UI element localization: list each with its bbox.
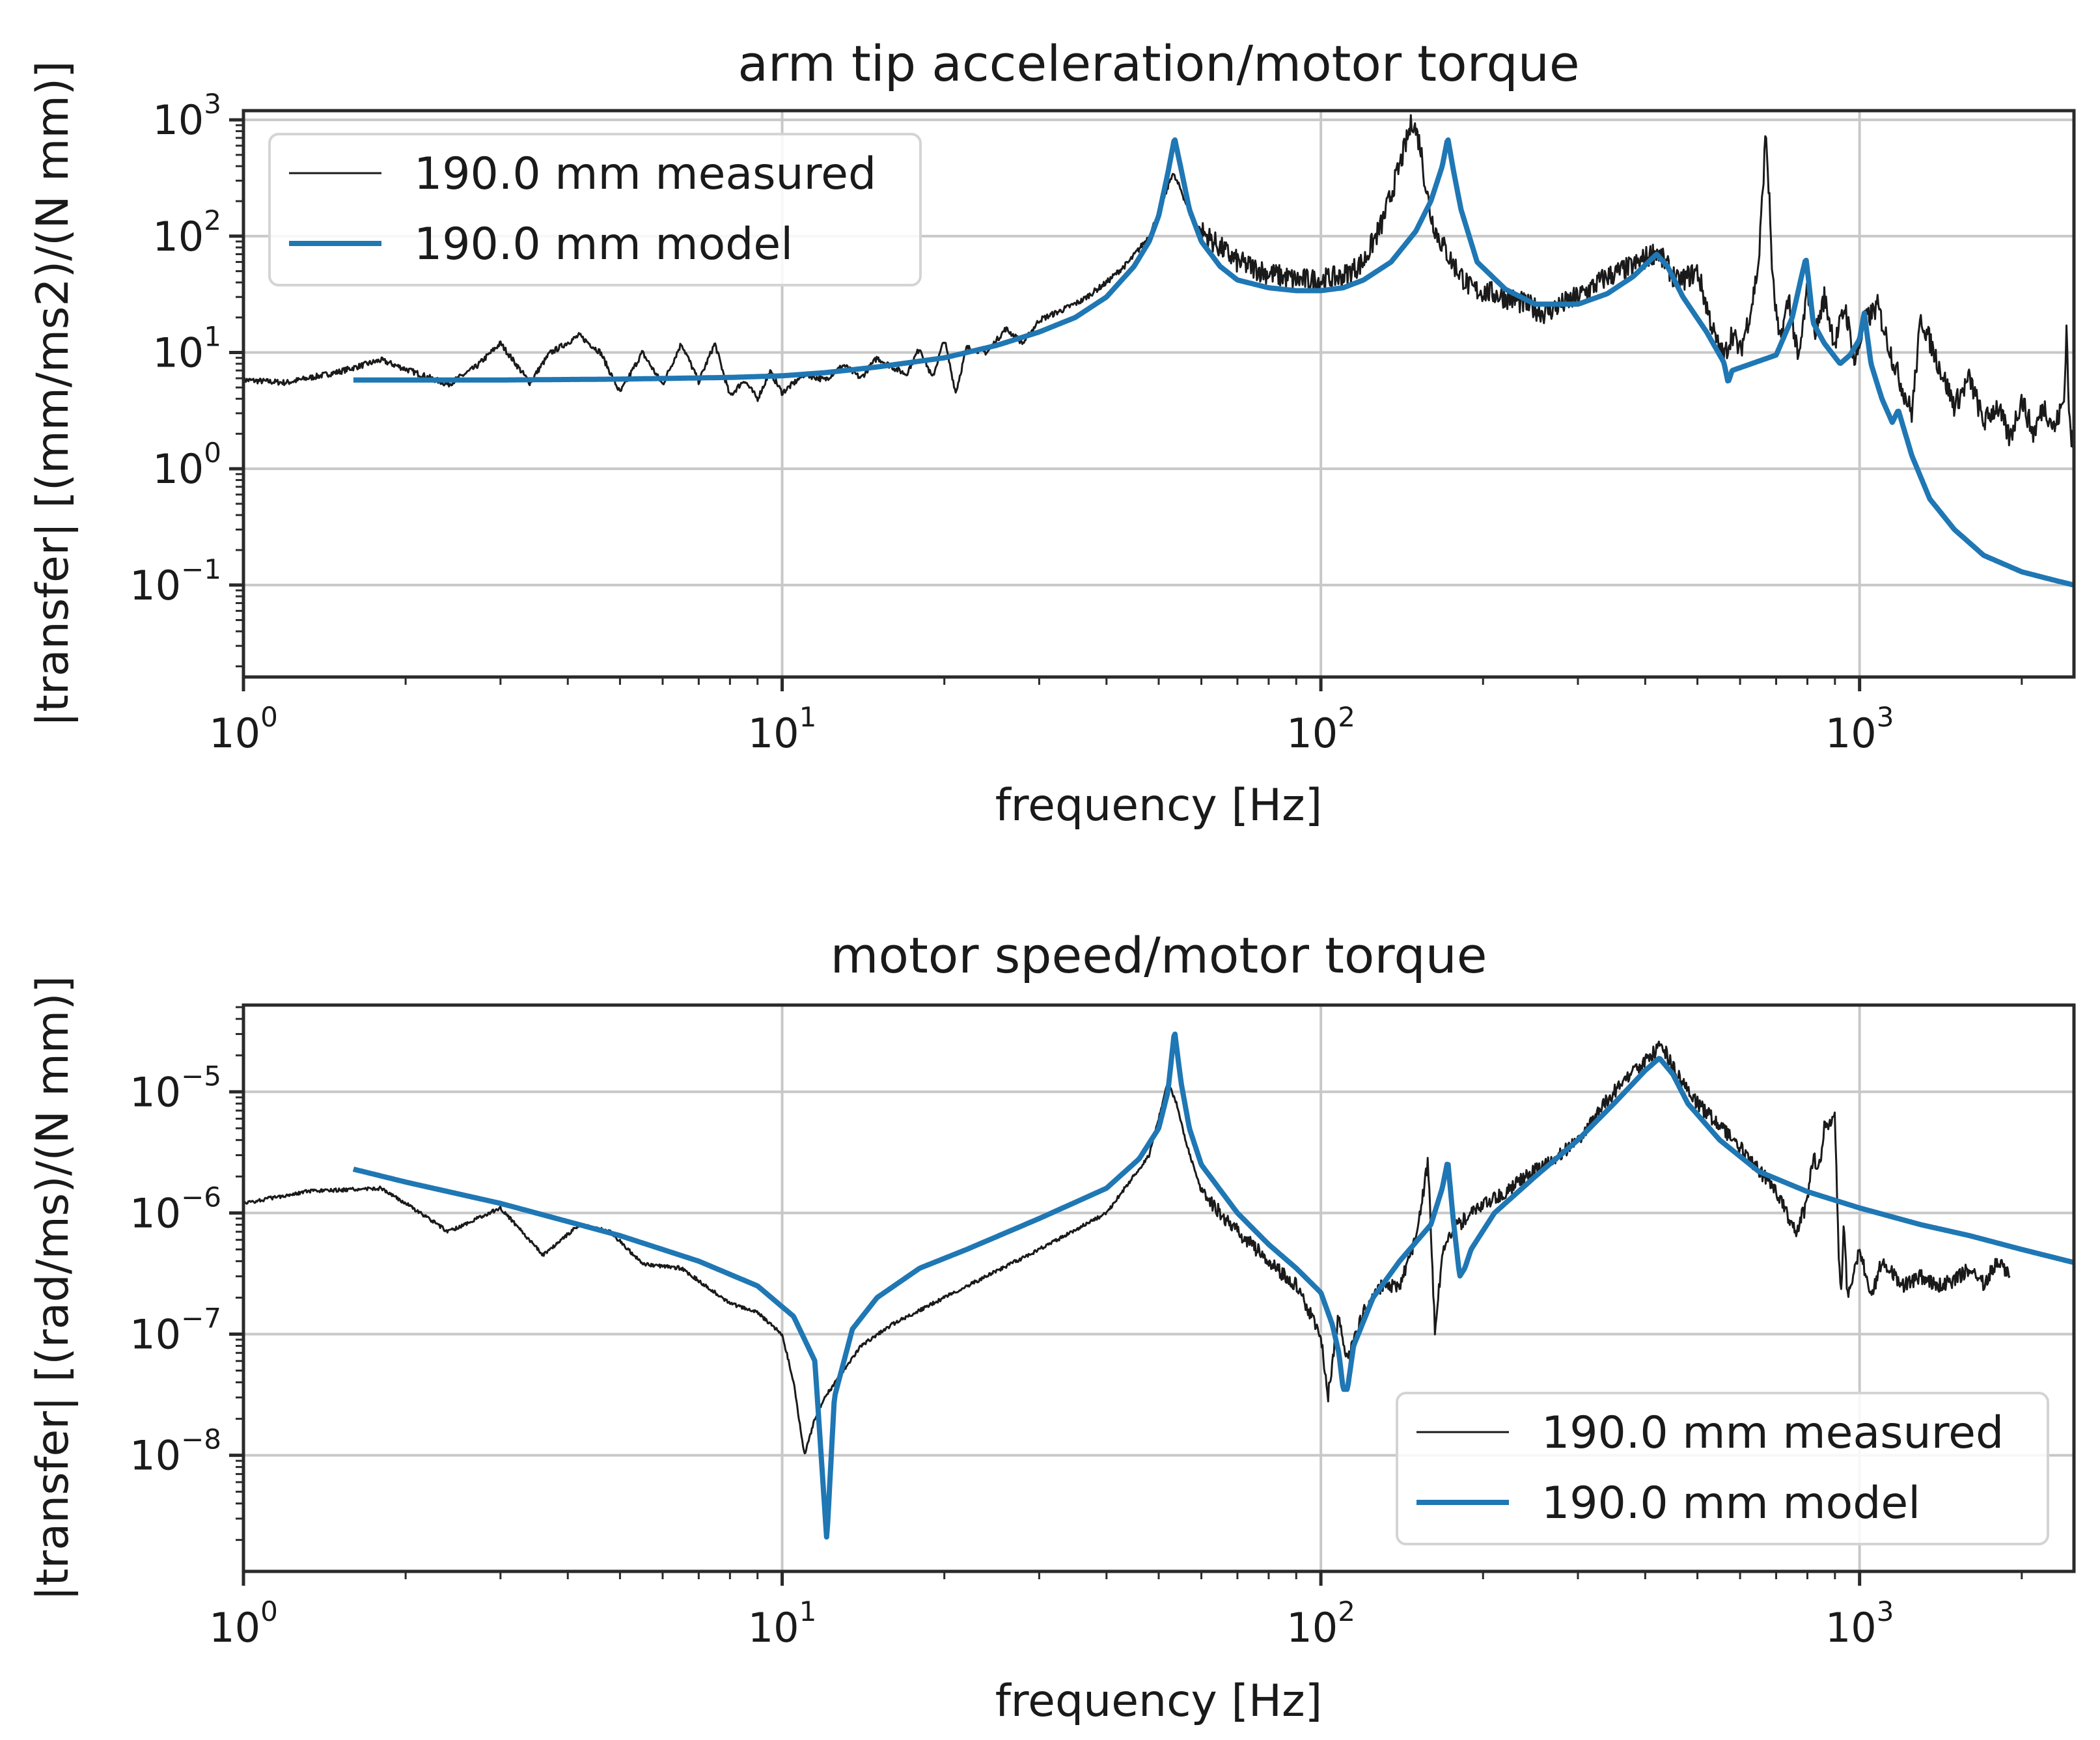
y-tick-label: 10−5: [130, 1060, 221, 1116]
x-tick-label: 101: [748, 701, 817, 757]
chart-title: motor speed/motor torque: [830, 926, 1487, 984]
legend: 190.0 mm measured 190.0 mm model: [1396, 1392, 2049, 1545]
x-tick-label: 100: [209, 1595, 278, 1651]
x-tick-label: 100: [209, 701, 278, 757]
series-model-line: [352, 1031, 2074, 1540]
series-model-line: [352, 137, 2074, 588]
legend-label-measured: 190.0 mm measured: [1541, 1407, 2004, 1459]
legend-label-measured: 190.0 mm measured: [414, 148, 876, 200]
plot-area: [243, 114, 2074, 588]
x-axis: 100 101 102 103: [209, 677, 2023, 757]
legend-label-model: 190.0 mm model: [1541, 1478, 1920, 1529]
chart-arm-tip: arm tip acceleration/motor torque 100 101…: [27, 35, 2076, 831]
y-tick-label: 10−7: [130, 1302, 221, 1358]
y-tick-label: 102: [152, 204, 221, 260]
y-tick-label: 10−1: [130, 553, 221, 609]
y-axis: 10−8 10−7 10−6 10−5: [130, 1006, 243, 1541]
x-tick-label: 103: [1825, 1595, 1894, 1651]
y-tick-label: 101: [152, 320, 221, 376]
y-tick-label: 103: [152, 88, 221, 144]
legend: 190.0 mm measured 190.0 mm model: [268, 133, 922, 286]
y-tick-label: 10−8: [130, 1424, 221, 1480]
x-tick-label: 101: [748, 1595, 817, 1651]
legend-label-model: 190.0 mm model: [414, 219, 793, 270]
x-axis-label: frequency [Hz]: [995, 1676, 1323, 1727]
chart-motor-speed: motor speed/motor torque 100 101 102 103 10…: [27, 926, 2076, 1727]
chart-title: arm tip acceleration/motor torque: [738, 35, 1579, 92]
x-axis-label: frequency [Hz]: [995, 780, 1323, 831]
y-axis: 10−1 100 101 102 103: [130, 88, 243, 668]
y-tick-label: 100: [152, 437, 221, 493]
y-axis-label: |transfer| [(mm/ms2)/(N mm)]: [27, 61, 79, 726]
legend-box: [1396, 1392, 2049, 1545]
x-axis: 100 101 102 103: [209, 1571, 2023, 1651]
plot-area: [243, 1031, 2074, 1540]
series-measured-line: [243, 1040, 2011, 1455]
y-axis-label: |transfer| [(rad/ms)/(N mm)]: [27, 976, 79, 1601]
y-tick-label: 10−6: [130, 1181, 221, 1237]
x-tick-label: 102: [1286, 701, 1355, 757]
legend-box: [268, 133, 922, 286]
x-tick-label: 102: [1286, 1595, 1355, 1651]
x-tick-label: 103: [1825, 701, 1894, 757]
